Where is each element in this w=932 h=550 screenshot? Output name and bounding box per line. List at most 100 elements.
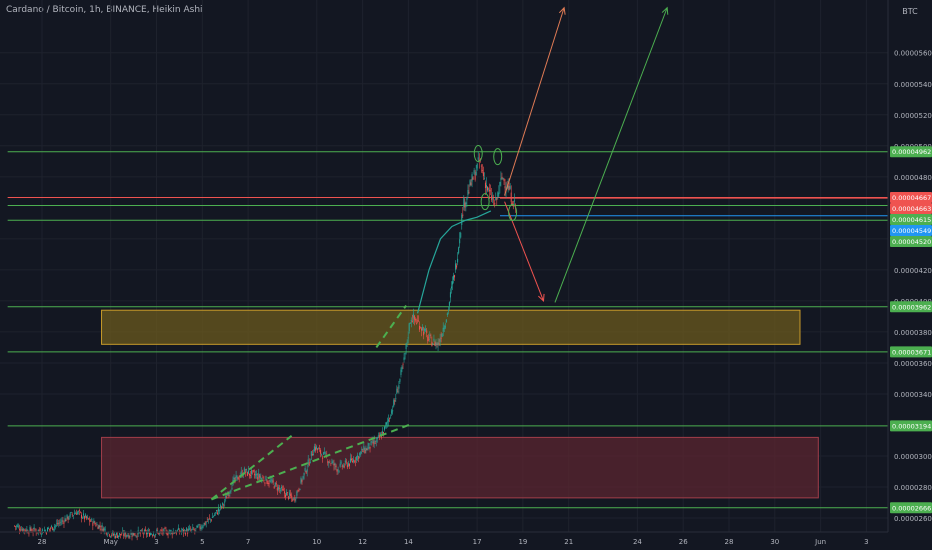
candle-body [349, 458, 351, 463]
candle-body [62, 520, 64, 522]
candle-body [402, 364, 404, 365]
candle-body [19, 528, 21, 530]
candle-body [286, 492, 288, 496]
candle-body [363, 446, 365, 451]
candle-body [330, 463, 332, 465]
candle-body [73, 513, 75, 515]
candle-body [256, 473, 258, 476]
candle-body [329, 461, 331, 463]
candle-body [133, 533, 135, 536]
candle-body [209, 518, 211, 520]
candle-body [273, 486, 275, 489]
candle-body [442, 327, 444, 332]
candle-body [228, 494, 230, 496]
candle-body [429, 335, 431, 337]
candle-body [70, 512, 72, 513]
candle-body [300, 478, 302, 484]
candle-body [177, 527, 179, 530]
candle-body [61, 520, 63, 522]
candle-body [489, 189, 491, 192]
candle-body [24, 529, 26, 531]
bear-arrow [504, 201, 544, 302]
candle-body [28, 533, 30, 535]
candle-body [279, 490, 281, 491]
candle-body [420, 327, 422, 329]
candle-body [245, 468, 247, 471]
candle-body [227, 494, 229, 496]
candle-body [16, 525, 18, 527]
candle-body [104, 529, 106, 530]
candle-body [346, 464, 348, 468]
candle-body [391, 410, 393, 414]
candle-body [401, 366, 403, 370]
candle-body [443, 327, 445, 330]
candle-body [435, 342, 437, 346]
candle-body [197, 526, 199, 527]
candle-body [252, 470, 254, 472]
candle-body [360, 451, 362, 454]
candle-body [488, 188, 490, 190]
candle-body [84, 516, 86, 520]
candle-body [48, 528, 50, 529]
candle-body [446, 313, 448, 316]
candle-body [379, 433, 381, 435]
candle-body [265, 476, 267, 481]
candle-body [403, 357, 405, 360]
time-axis: 28 May 3 5 7 10 12 14 17 19 21 24 26 28 30 Jun 3 [0, 531, 888, 546]
candle-body [439, 339, 441, 342]
candle-body [328, 462, 330, 464]
candle-body [270, 481, 272, 482]
candle-body [85, 514, 87, 517]
candle-body [58, 523, 60, 524]
candle-body [284, 491, 286, 494]
level-price-label: 0.00004520 [892, 238, 931, 246]
candle-body [181, 528, 183, 530]
x-tick-label: Jun [814, 538, 826, 546]
level-price-label: 0.00003962 [892, 303, 931, 311]
chart-title: Cardano / Bitcoin, 1h, BINANCE, Heikin A… [6, 5, 203, 15]
candle-body [498, 192, 500, 195]
candle-body [469, 180, 471, 186]
candle-body [371, 440, 373, 442]
candle-body [428, 339, 430, 340]
candle-body [305, 471, 307, 474]
candle-body [507, 185, 509, 189]
candle-body [342, 465, 344, 467]
candle-body [160, 530, 162, 532]
candle-body [389, 418, 391, 419]
top-marker [473, 145, 483, 163]
candle-body [376, 437, 378, 439]
x-tick-label: 30 [770, 538, 779, 546]
candle-body [97, 526, 99, 530]
candle-body [422, 327, 424, 330]
candle-body [88, 518, 90, 520]
level-price-label: 0.00004962 [892, 148, 931, 156]
candle-body [481, 169, 483, 171]
candle-body [40, 534, 42, 535]
candle-body [95, 524, 97, 527]
candle-body [293, 497, 295, 499]
x-tick-label: 14 [404, 538, 413, 546]
candle-body [92, 522, 94, 526]
candle-body [470, 182, 472, 186]
candle-body [87, 516, 89, 518]
candle-body [33, 527, 35, 530]
candle-body [357, 455, 359, 457]
candle-body [278, 488, 280, 489]
candle-body [382, 432, 384, 435]
candle-body [125, 533, 127, 537]
candle-body [156, 530, 158, 532]
candle-body [67, 516, 69, 520]
candle-body [491, 195, 493, 201]
grid [0, 0, 888, 532]
candle-body [468, 192, 470, 193]
candle-body [14, 525, 16, 527]
candle-body [348, 463, 350, 467]
candle-body [145, 532, 147, 535]
candle-body [94, 522, 96, 524]
candle-body [26, 529, 28, 531]
candle-body [367, 446, 369, 449]
candle-body [399, 378, 401, 382]
candle-body [392, 410, 394, 412]
